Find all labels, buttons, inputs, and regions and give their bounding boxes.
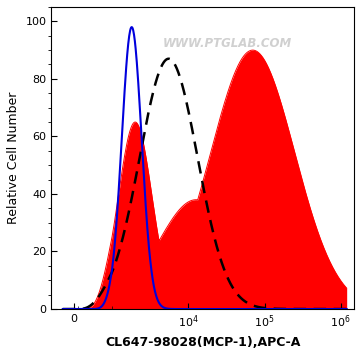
X-axis label: CL647-98028(MCP-1),APC-A: CL647-98028(MCP-1),APC-A	[105, 336, 300, 349]
Text: WWW.PTGLAB.COM: WWW.PTGLAB.COM	[162, 37, 292, 50]
Y-axis label: Relative Cell Number: Relative Cell Number	[7, 92, 20, 224]
